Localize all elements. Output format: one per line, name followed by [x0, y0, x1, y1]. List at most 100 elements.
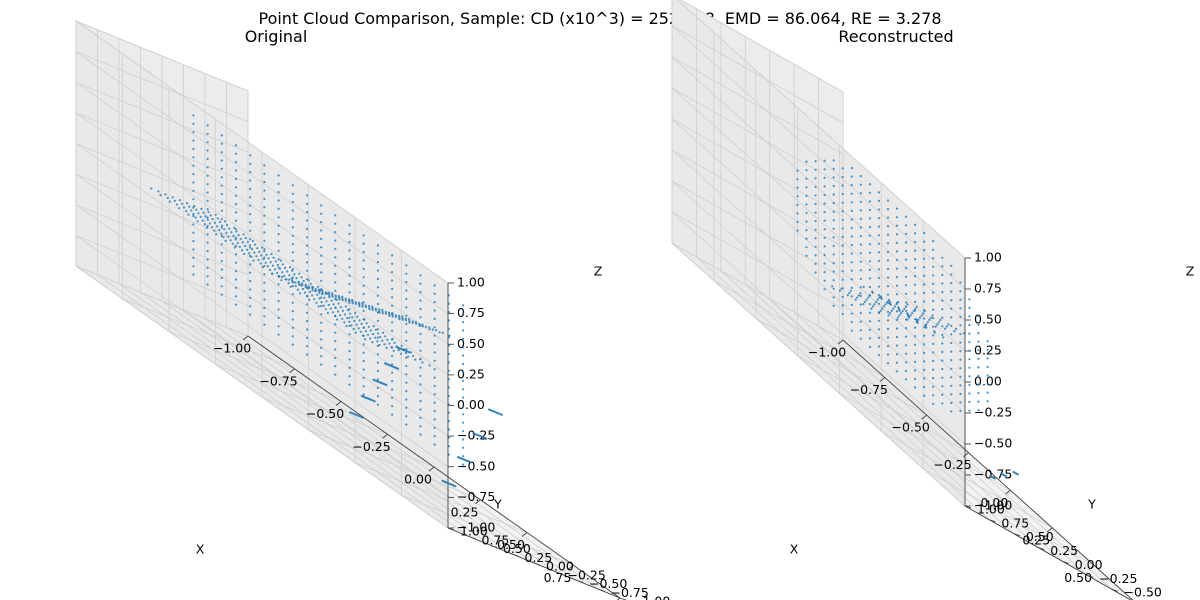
x-gridline — [839, 392, 1011, 491]
data-point — [814, 185, 817, 188]
data-point — [462, 379, 465, 382]
data-point — [223, 220, 227, 223]
y-tick — [1038, 547, 1045, 550]
data-point — [289, 285, 292, 288]
z-gridline — [75, 173, 249, 245]
data-point — [895, 250, 899, 253]
x-tick-label: 0.25 — [1022, 532, 1050, 547]
data-point — [859, 286, 862, 289]
data-point — [877, 242, 881, 245]
data-point — [306, 295, 309, 298]
data-point — [959, 375, 962, 378]
data-point — [886, 259, 890, 262]
data-point — [407, 355, 410, 358]
data-point — [192, 223, 195, 226]
data-point — [841, 270, 844, 273]
data-point — [384, 312, 388, 315]
data-point — [977, 332, 980, 335]
data-point — [291, 234, 294, 237]
data-point — [977, 323, 980, 326]
data-point — [968, 315, 971, 318]
data-point — [953, 330, 956, 333]
z-gridline — [680, 0, 844, 93]
data-point — [391, 312, 394, 315]
data-point — [305, 269, 309, 272]
data-point — [206, 141, 209, 144]
data-point — [895, 370, 899, 373]
z-gridline — [75, 51, 449, 314]
data-point — [291, 251, 294, 254]
data-point — [234, 228, 238, 231]
data-point — [419, 307, 422, 310]
data-point — [343, 321, 346, 324]
data-point — [986, 365, 989, 368]
data-point — [878, 296, 881, 299]
data-point — [220, 193, 223, 196]
data-point — [348, 249, 351, 252]
data-point — [401, 317, 404, 320]
z-gridline — [75, 51, 249, 122]
data-point — [192, 164, 195, 167]
data-point — [412, 354, 415, 358]
x-tick-label: −0.75 — [259, 373, 297, 388]
data-point — [321, 292, 324, 295]
data-point — [307, 279, 310, 282]
data-point — [241, 241, 244, 244]
data-point — [364, 304, 367, 307]
data-point — [291, 318, 294, 321]
data-point — [216, 217, 219, 220]
data-point — [421, 361, 424, 364]
data-point — [366, 333, 370, 336]
data-point — [462, 421, 465, 424]
data-point — [206, 218, 209, 221]
data-point — [243, 252, 246, 256]
z-gridline — [671, 211, 844, 310]
data-point — [886, 293, 890, 296]
data-point — [814, 245, 817, 248]
data-point — [381, 339, 384, 342]
data-point — [311, 294, 314, 297]
data-point — [950, 401, 953, 404]
data-point — [447, 361, 450, 364]
data-point — [926, 321, 929, 324]
data-point — [945, 325, 948, 328]
data-point — [447, 411, 450, 414]
data-point — [234, 177, 238, 180]
data-point — [877, 259, 881, 262]
data-point — [968, 400, 971, 404]
y-tick — [1111, 588, 1118, 592]
data-point — [242, 233, 245, 236]
data-point — [408, 319, 411, 322]
data-point — [950, 307, 953, 310]
y-tick-label: 0.25 — [525, 550, 553, 565]
data-point — [886, 276, 890, 279]
data-point — [850, 269, 853, 272]
x-tick-label: 0.50 — [1064, 570, 1092, 585]
data-point — [886, 319, 890, 322]
data-point — [419, 274, 422, 277]
data-point — [841, 227, 844, 230]
data-point — [841, 244, 844, 247]
x-tick — [428, 466, 435, 472]
data-point — [977, 366, 980, 369]
data-point — [263, 273, 266, 276]
data-point — [263, 250, 266, 253]
data-point — [362, 242, 365, 245]
data-point — [376, 353, 379, 356]
data-point — [376, 370, 379, 373]
data-point — [419, 425, 422, 428]
data-point — [447, 311, 450, 314]
data-point — [932, 317, 935, 320]
data-point — [968, 409, 971, 412]
data-point — [374, 336, 377, 339]
data-point — [321, 290, 324, 293]
data-point — [941, 342, 944, 345]
data-point — [180, 202, 184, 205]
data-point — [447, 319, 450, 322]
data-point — [305, 320, 309, 323]
data-point — [832, 184, 835, 188]
y-gridline — [161, 300, 535, 564]
data-point — [384, 335, 387, 338]
data-point — [309, 282, 312, 285]
data-point — [923, 266, 926, 269]
